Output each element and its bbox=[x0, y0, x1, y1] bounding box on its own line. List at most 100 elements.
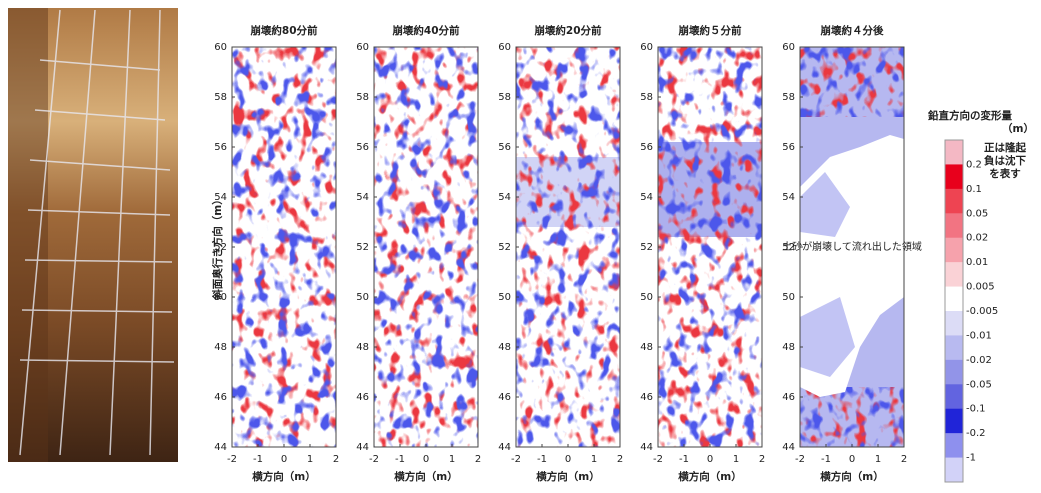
x-tick-label: 2 bbox=[901, 454, 907, 465]
y-tick-label: 46 bbox=[640, 392, 653, 403]
noise bbox=[658, 47, 762, 447]
panel-title: 崩壊約４分後 bbox=[821, 24, 884, 37]
colorbar-band bbox=[945, 237, 963, 263]
site-photo bbox=[8, 8, 178, 462]
y-tick-label: 54 bbox=[214, 192, 227, 203]
noise-bottom bbox=[800, 387, 904, 447]
y-tick-label: 56 bbox=[214, 142, 227, 153]
y-axis-label: 斜面奥行き方向（m） bbox=[211, 194, 224, 300]
annotation: 土砂が崩壊して流れ出した領域 bbox=[782, 240, 922, 253]
colorbar-band bbox=[945, 433, 963, 459]
y-tick-label: 50 bbox=[356, 292, 369, 303]
x-tick-label: 2 bbox=[333, 454, 339, 465]
y-tick-label: 52 bbox=[782, 242, 795, 253]
y-tick-label: 44 bbox=[640, 442, 653, 453]
y-tick-label: 50 bbox=[782, 292, 795, 303]
colorbar-unit: （m） bbox=[1002, 122, 1034, 135]
x-tick-label: -2 bbox=[511, 454, 521, 465]
y-tick-label: 44 bbox=[356, 442, 369, 453]
x-axis-label: 横方向（m） bbox=[536, 470, 599, 483]
colorbar-label: 0.05 bbox=[966, 208, 988, 219]
y-tick-label: 58 bbox=[782, 92, 795, 103]
colorbar-label: 0.02 bbox=[966, 233, 988, 244]
x-tick-label: 2 bbox=[617, 454, 623, 465]
y-tick-label: 56 bbox=[498, 142, 511, 153]
y-tick-label: 58 bbox=[214, 92, 227, 103]
x-tick-label: -2 bbox=[369, 454, 379, 465]
colorbar-title: 鉛直方向の変形量 bbox=[928, 109, 1012, 122]
y-tick-label: 52 bbox=[640, 242, 653, 253]
colorbar-band bbox=[945, 311, 963, 336]
x-tick-label: 1 bbox=[875, 454, 881, 465]
x-tick-label: -1 bbox=[821, 454, 831, 465]
colorbar: 鉛直方向の変形量 （m） 0.2 0.1 0.05 0.02 0.01 0.005 -0.0… bbox=[928, 109, 1034, 483]
panel: 崩壊約20分前 60 58 56 54 52 50 48 46 44-2 -1 0 1 2 横方向（m） bbox=[498, 24, 623, 483]
y-tick-label: 54 bbox=[782, 192, 795, 203]
x-tick-label: 0 bbox=[565, 454, 571, 465]
colorbar-band bbox=[945, 457, 963, 483]
x-tick-label: 1 bbox=[307, 454, 313, 465]
panel-title: 崩壊約40分前 bbox=[392, 24, 460, 37]
y-tick-label: 58 bbox=[640, 92, 653, 103]
x-tick-label: -2 bbox=[227, 454, 237, 465]
y-tick-label: 48 bbox=[356, 342, 369, 353]
x-axis-label: 横方向（m） bbox=[252, 470, 315, 483]
panel-title: 崩壊約５分前 bbox=[679, 24, 742, 37]
y-tick-label: 46 bbox=[498, 392, 511, 403]
panel: 崩壊約５分前 60 58 56 54 52 50 48 46 44-2 -1 0 1 2 横方向（m） bbox=[640, 24, 765, 483]
colorbar-label: 0.2 bbox=[966, 159, 982, 170]
x-tick-label: -1 bbox=[253, 454, 263, 465]
colorbar-label: 0.01 bbox=[966, 257, 988, 268]
y-tick-label: 44 bbox=[782, 442, 795, 453]
x-tick-label: 2 bbox=[759, 454, 765, 465]
y-tick-label: 52 bbox=[356, 242, 369, 253]
x-tick-label: 1 bbox=[591, 454, 597, 465]
y-tick-label: 60 bbox=[356, 42, 369, 53]
colorbar-band bbox=[945, 335, 963, 361]
y-tick-label: 46 bbox=[214, 392, 227, 403]
y-tick-label: 48 bbox=[498, 342, 511, 353]
y-tick-label: 48 bbox=[640, 342, 653, 353]
y-tick-label: 44 bbox=[214, 442, 227, 453]
y-tick-label: 54 bbox=[640, 192, 653, 203]
y-tick-label: 52 bbox=[214, 242, 227, 253]
y-tick-label: 50 bbox=[498, 292, 511, 303]
y-tick-label: 50 bbox=[214, 292, 227, 303]
x-axis-label: 横方向（m） bbox=[394, 470, 457, 483]
y-tick-label: 58 bbox=[356, 92, 369, 103]
x-tick-label: 2 bbox=[475, 454, 481, 465]
colorbar-note: 正は隆起 bbox=[984, 141, 1026, 154]
y-tick-label: 54 bbox=[356, 192, 369, 203]
noise-top bbox=[800, 47, 904, 117]
colorbar-frame bbox=[944, 139, 964, 483]
y-tick-label: 60 bbox=[498, 42, 511, 53]
x-tick-label: 1 bbox=[733, 454, 739, 465]
colorbar-label: -0.02 bbox=[966, 355, 992, 366]
colorbar-band bbox=[945, 262, 963, 288]
y-tick-label: 60 bbox=[640, 42, 653, 53]
noise bbox=[374, 47, 478, 447]
y-tick-label: 52 bbox=[498, 242, 511, 253]
colorbar-band bbox=[945, 140, 963, 165]
x-tick-label: -1 bbox=[395, 454, 405, 465]
x-tick-label: 0 bbox=[849, 454, 855, 465]
colorbar-band bbox=[945, 384, 963, 410]
colorbar-label: -0.01 bbox=[966, 330, 992, 341]
noise bbox=[232, 47, 336, 447]
y-tick-label: 60 bbox=[782, 42, 795, 53]
panel: 崩壊約80分前 60 58 56 54 52 50 48 46 44-2 -1 0 1 2 横方向（m） bbox=[214, 24, 339, 483]
y-tick-label: 58 bbox=[498, 92, 511, 103]
y-tick-label: 46 bbox=[356, 392, 369, 403]
colorbar-note: 負は沈下 bbox=[984, 154, 1026, 167]
y-tick-label: 48 bbox=[782, 342, 795, 353]
y-tick-label: 46 bbox=[782, 392, 795, 403]
colorbar-note: を表す bbox=[989, 167, 1021, 180]
colorbar-band bbox=[945, 188, 963, 214]
colorbar-band bbox=[945, 286, 963, 312]
colorbar-band bbox=[945, 359, 963, 385]
colorbar-label: -0.05 bbox=[966, 379, 992, 390]
colorbar-band bbox=[945, 408, 963, 434]
